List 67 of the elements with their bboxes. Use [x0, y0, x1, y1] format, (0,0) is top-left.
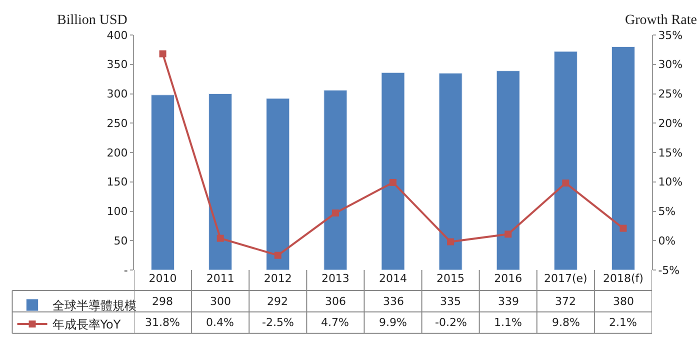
data-label: -0.2% — [435, 316, 467, 329]
data-label: 298 — [152, 295, 173, 308]
y2-tick-label: 25% — [658, 88, 683, 101]
y2-tick-label: -5% — [658, 264, 680, 277]
point — [159, 50, 166, 58]
point — [447, 238, 454, 246]
y2-tick-label: 10% — [658, 176, 683, 189]
bar — [611, 46, 635, 270]
y-tick-label: 250 — [106, 116, 128, 130]
data-label: 306 — [325, 295, 346, 308]
data-label: 1.1% — [494, 316, 522, 329]
x-tick-label: 2018(f) — [602, 272, 644, 285]
y-axis-title: Billion USD — [57, 13, 128, 28]
data-label: 292 — [267, 295, 288, 308]
data-label: 339 — [498, 295, 519, 308]
point — [274, 252, 282, 259]
data-label: 2.1% — [609, 316, 637, 329]
data-label: 9.8% — [552, 316, 580, 329]
x-tick-label: 2012 — [264, 272, 292, 285]
y-tick-label: - — [124, 264, 128, 277]
y-tick-label: 150 — [106, 176, 128, 189]
point — [390, 178, 396, 186]
x-tick-label: 2017(e) — [544, 272, 588, 285]
legend-label: 年成長率YoY — [52, 318, 122, 332]
data-label: 336 — [383, 295, 404, 308]
data-label: 0.4% — [206, 316, 234, 329]
y-tick-label: 50 — [114, 234, 128, 248]
point — [562, 180, 570, 187]
bar — [381, 72, 405, 270]
point — [504, 230, 512, 238]
y2-tick-label: 0% — [658, 234, 676, 248]
y-tick-label: 100 — [106, 205, 128, 218]
x-tick-label: 2011 — [206, 272, 234, 285]
bar — [324, 90, 348, 270]
x-tick-label: 2015 — [436, 272, 465, 285]
data-label: 300 — [210, 295, 231, 308]
data-label: 372 — [555, 295, 576, 308]
data-label: -2.5% — [262, 316, 294, 329]
bar — [266, 98, 290, 270]
legend-label: 全球半導體規模 — [52, 298, 136, 313]
y2-tick-label: 15% — [658, 146, 683, 160]
y-tick-label: 400 — [106, 28, 128, 42]
data-label: 9.9% — [379, 316, 407, 329]
data-label: 335 — [440, 295, 461, 308]
bar — [208, 94, 232, 270]
point — [620, 224, 627, 232]
data-label: 31.8% — [145, 316, 180, 329]
bar — [554, 51, 578, 270]
point — [332, 210, 339, 217]
data-label: 380 — [613, 295, 634, 308]
x-tick-label: 2014 — [379, 272, 407, 285]
y2-tick-label: 30% — [658, 58, 683, 72]
bar — [151, 94, 175, 270]
x-tick-label: 2016 — [494, 272, 522, 285]
y2-tick-label: 5% — [658, 205, 676, 218]
point — [216, 234, 224, 242]
y2-tick-label: 35% — [658, 28, 683, 42]
bar — [496, 70, 520, 270]
bar — [438, 72, 462, 270]
x-tick-label: 2010 — [148, 272, 177, 285]
y-tick-label: 200 — [106, 146, 128, 160]
x-tick-label: 2013 — [321, 272, 350, 285]
y-tick-label: 350 — [106, 58, 128, 72]
data-label: 4.7% — [321, 316, 349, 329]
y-tick-label: 300 — [106, 88, 128, 101]
y2-axis-title: Growth Rate — [625, 13, 697, 28]
y2-tick-label: 20% — [658, 116, 683, 130]
